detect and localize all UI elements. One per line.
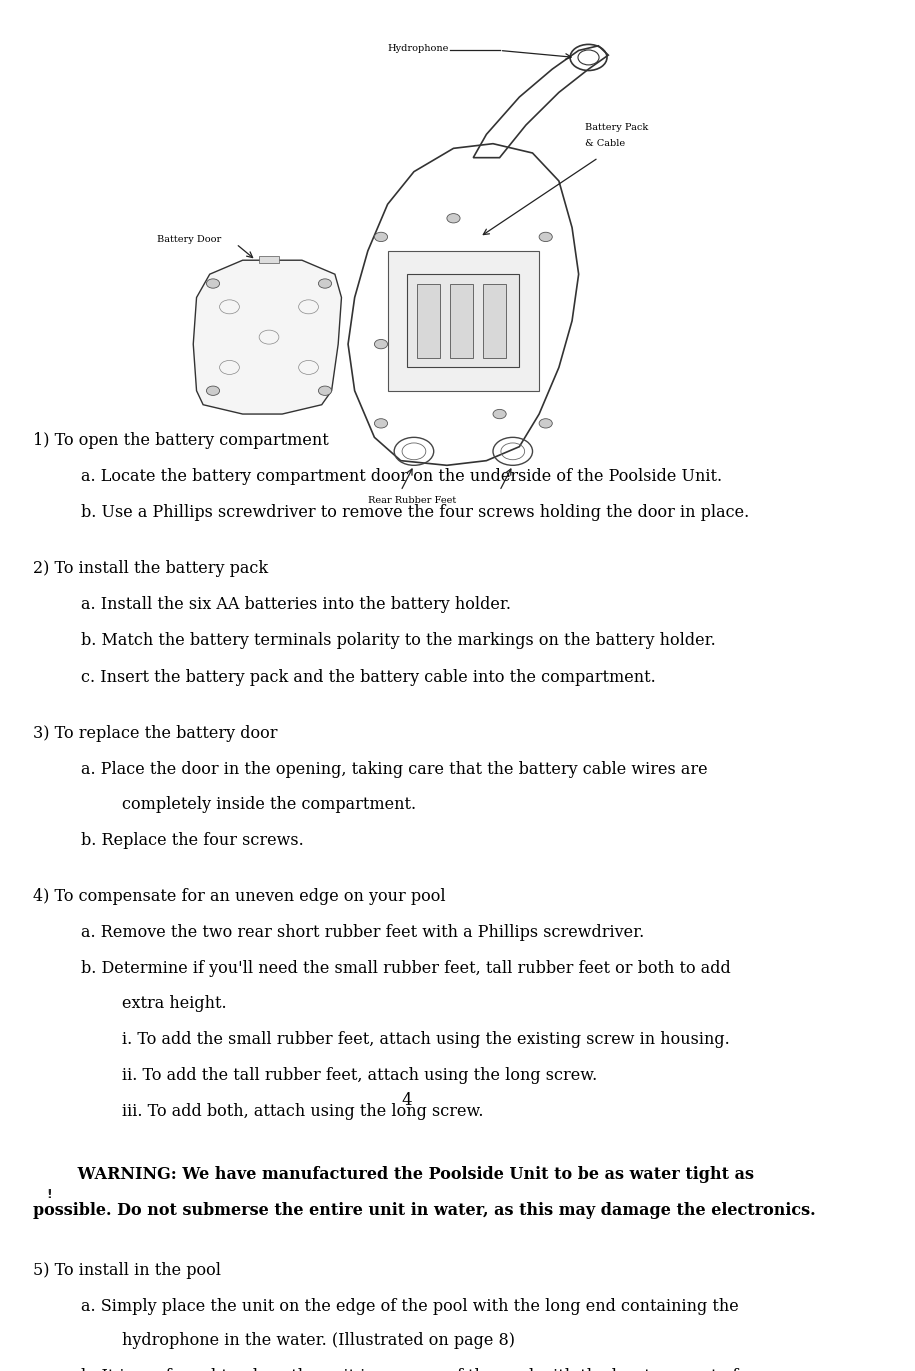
Text: a. Locate the battery compartment door on the underside of the Poolside Unit.: a. Locate the battery compartment door o… xyxy=(81,468,723,484)
Text: Battery Pack: Battery Pack xyxy=(586,122,649,132)
Circle shape xyxy=(539,418,553,428)
Bar xyxy=(483,284,506,358)
Circle shape xyxy=(374,418,388,428)
Bar xyxy=(450,284,473,358)
Text: b. Replace the four screws.: b. Replace the four screws. xyxy=(81,832,304,849)
Circle shape xyxy=(374,340,388,348)
Polygon shape xyxy=(37,1175,62,1211)
Text: 1) To open the battery compartment: 1) To open the battery compartment xyxy=(33,432,328,448)
Text: Battery Door: Battery Door xyxy=(157,234,221,244)
Bar xyxy=(417,284,440,358)
Circle shape xyxy=(318,387,331,395)
Text: b. It is preferred to place the unit in an area of the pool with the least amoun: b. It is preferred to place the unit in … xyxy=(81,1368,738,1371)
Bar xyxy=(259,255,279,262)
Text: 4) To compensate for an uneven edge on your pool: 4) To compensate for an uneven edge on y… xyxy=(33,888,446,905)
Circle shape xyxy=(374,232,388,241)
Text: & Cable: & Cable xyxy=(586,138,625,148)
Text: WARNING: We have manufactured the Poolside Unit to be as water tight as: WARNING: We have manufactured the Poolsi… xyxy=(71,1165,754,1183)
Circle shape xyxy=(318,278,331,288)
Text: ii. To add the tall rubber feet, attach using the long screw.: ii. To add the tall rubber feet, attach … xyxy=(122,1067,597,1084)
Text: 5) To install in the pool: 5) To install in the pool xyxy=(33,1261,221,1279)
Circle shape xyxy=(207,278,220,288)
Text: Rear Rubber Feet: Rear Rubber Feet xyxy=(368,495,456,505)
Text: iii. To add both, attach using the long screw.: iii. To add both, attach using the long … xyxy=(122,1104,483,1120)
Text: a. Remove the two rear short rubber feet with a Phillips screwdriver.: a. Remove the two rear short rubber feet… xyxy=(81,924,644,942)
Polygon shape xyxy=(388,251,539,391)
Text: !: ! xyxy=(47,1189,52,1201)
Text: i. To add the small rubber feet, attach using the existing screw in housing.: i. To add the small rubber feet, attach … xyxy=(122,1031,730,1047)
Circle shape xyxy=(539,232,553,241)
Text: Hydrophone: Hydrophone xyxy=(388,44,449,52)
Text: a. Simply place the unit on the edge of the pool with the long end containing th: a. Simply place the unit on the edge of … xyxy=(81,1298,739,1315)
Circle shape xyxy=(493,410,506,418)
Text: 3) To replace the battery door: 3) To replace the battery door xyxy=(33,725,277,742)
Text: 4: 4 xyxy=(402,1093,412,1109)
Text: b. Determine if you'll need the small rubber feet, tall rubber feet or both to a: b. Determine if you'll need the small ru… xyxy=(81,961,731,978)
Polygon shape xyxy=(407,274,520,367)
Text: extra height.: extra height. xyxy=(122,995,227,1012)
Text: completely inside the compartment.: completely inside the compartment. xyxy=(122,795,416,813)
Text: hydrophone in the water. (Illustrated on page 8): hydrophone in the water. (Illustrated on… xyxy=(122,1333,515,1349)
Text: possible. Do not submerse the entire unit in water, as this may damage the elect: possible. Do not submerse the entire uni… xyxy=(33,1202,815,1219)
Text: b. Use a Phillips screwdriver to remove the four screws holding the door in plac: b. Use a Phillips screwdriver to remove … xyxy=(81,503,749,521)
Text: b. Match the battery terminals polarity to the markings on the battery holder.: b. Match the battery terminals polarity … xyxy=(81,632,716,650)
Text: a. Install the six AA batteries into the battery holder.: a. Install the six AA batteries into the… xyxy=(81,596,511,613)
Text: a. Place the door in the opening, taking care that the battery cable wires are: a. Place the door in the opening, taking… xyxy=(81,761,708,779)
Text: c. Insert the battery pack and the battery cable into the compartment.: c. Insert the battery pack and the batte… xyxy=(81,669,656,686)
Circle shape xyxy=(207,387,220,395)
Text: 2) To install the battery pack: 2) To install the battery pack xyxy=(33,561,268,577)
Circle shape xyxy=(447,214,460,223)
Polygon shape xyxy=(193,260,341,414)
